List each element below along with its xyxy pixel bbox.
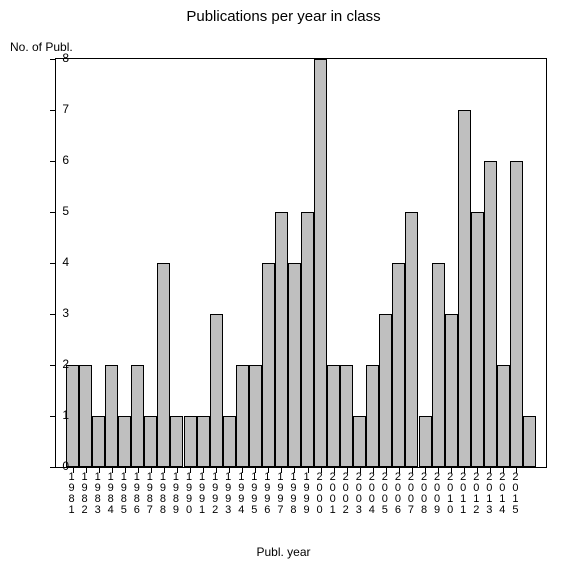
bar bbox=[327, 365, 340, 467]
bar bbox=[523, 416, 536, 467]
x-axis-title: Publ. year bbox=[0, 545, 567, 559]
bar bbox=[131, 365, 144, 467]
x-tick-label: 2007 bbox=[406, 472, 416, 516]
bar bbox=[510, 161, 523, 467]
bar bbox=[405, 212, 418, 467]
bar bbox=[301, 212, 314, 467]
bar bbox=[144, 416, 157, 467]
x-tick-label: 1989 bbox=[171, 472, 181, 516]
chart-container: Publications per year in class No. of Pu… bbox=[0, 0, 567, 567]
bar bbox=[236, 365, 249, 467]
x-tick-label: 1981 bbox=[67, 472, 77, 516]
bar bbox=[105, 365, 118, 467]
bar bbox=[223, 416, 236, 467]
x-tick-label: 2006 bbox=[393, 472, 403, 516]
x-tick-label: 2000 bbox=[315, 472, 325, 516]
x-tick-label: 2004 bbox=[367, 472, 377, 516]
x-tick-label: 1982 bbox=[80, 472, 90, 516]
bar bbox=[118, 416, 131, 467]
x-tick-label: 1992 bbox=[210, 472, 220, 516]
chart-title: Publications per year in class bbox=[0, 8, 567, 25]
y-tick-label: 8 bbox=[29, 51, 69, 65]
bar bbox=[353, 416, 366, 467]
bar bbox=[497, 365, 510, 467]
bar bbox=[249, 365, 262, 467]
x-tick-label: 2011 bbox=[458, 472, 468, 516]
x-tick-label: 2009 bbox=[432, 472, 442, 516]
x-tick-label: 2003 bbox=[354, 472, 364, 516]
y-tick-label: 6 bbox=[29, 153, 69, 167]
x-tick-label: 2001 bbox=[328, 472, 338, 516]
bar bbox=[92, 416, 105, 467]
x-tick-label: 1990 bbox=[184, 472, 194, 516]
bar bbox=[184, 416, 197, 467]
bar bbox=[458, 110, 471, 467]
x-tick-label: 1996 bbox=[262, 472, 272, 516]
bar bbox=[340, 365, 353, 467]
bar bbox=[379, 314, 392, 467]
x-tick-label: 2015 bbox=[510, 472, 520, 516]
x-tick-label: 1985 bbox=[119, 472, 129, 516]
x-tick-label: 2010 bbox=[445, 472, 455, 516]
y-tick-label: 3 bbox=[29, 306, 69, 320]
x-tick-label: 1986 bbox=[132, 472, 142, 516]
x-tick-label: 1983 bbox=[93, 472, 103, 516]
bar bbox=[314, 59, 327, 467]
x-tick-label: 2002 bbox=[341, 472, 351, 516]
x-tick-label: 2012 bbox=[471, 472, 481, 516]
bar bbox=[445, 314, 458, 467]
x-tick-label: 1993 bbox=[223, 472, 233, 516]
bar bbox=[484, 161, 497, 467]
x-tick-label: 2008 bbox=[419, 472, 429, 516]
y-tick-label: 1 bbox=[29, 408, 69, 422]
x-tick-label: 2013 bbox=[484, 472, 494, 516]
bar bbox=[392, 263, 405, 467]
x-tick-label: 1987 bbox=[145, 472, 155, 516]
x-tick-label: 2005 bbox=[380, 472, 390, 516]
x-tick-label: 2014 bbox=[497, 472, 507, 516]
bar bbox=[79, 365, 92, 467]
bar bbox=[275, 212, 288, 467]
bar bbox=[262, 263, 275, 467]
plot-area bbox=[55, 58, 547, 468]
x-tick-label: 1984 bbox=[106, 472, 116, 516]
y-tick-label: 0 bbox=[29, 459, 69, 473]
x-tick-label: 1998 bbox=[288, 472, 298, 516]
bar bbox=[197, 416, 210, 467]
x-tick-label: 1997 bbox=[275, 472, 285, 516]
bar bbox=[210, 314, 223, 467]
y-tick-label: 5 bbox=[29, 204, 69, 218]
y-tick-label: 2 bbox=[29, 357, 69, 371]
y-tick-label: 7 bbox=[29, 102, 69, 116]
y-tick-label: 4 bbox=[29, 255, 69, 269]
x-tick-label: 1991 bbox=[197, 472, 207, 516]
bar bbox=[157, 263, 170, 467]
bar bbox=[471, 212, 484, 467]
x-tick-label: 1988 bbox=[158, 472, 168, 516]
x-tick-label: 1995 bbox=[249, 472, 259, 516]
bar bbox=[419, 416, 432, 467]
bar bbox=[288, 263, 301, 467]
x-tick-label: 1994 bbox=[236, 472, 246, 516]
bar bbox=[170, 416, 183, 467]
bar bbox=[432, 263, 445, 467]
bar bbox=[366, 365, 379, 467]
x-tick-label: 1999 bbox=[302, 472, 312, 516]
